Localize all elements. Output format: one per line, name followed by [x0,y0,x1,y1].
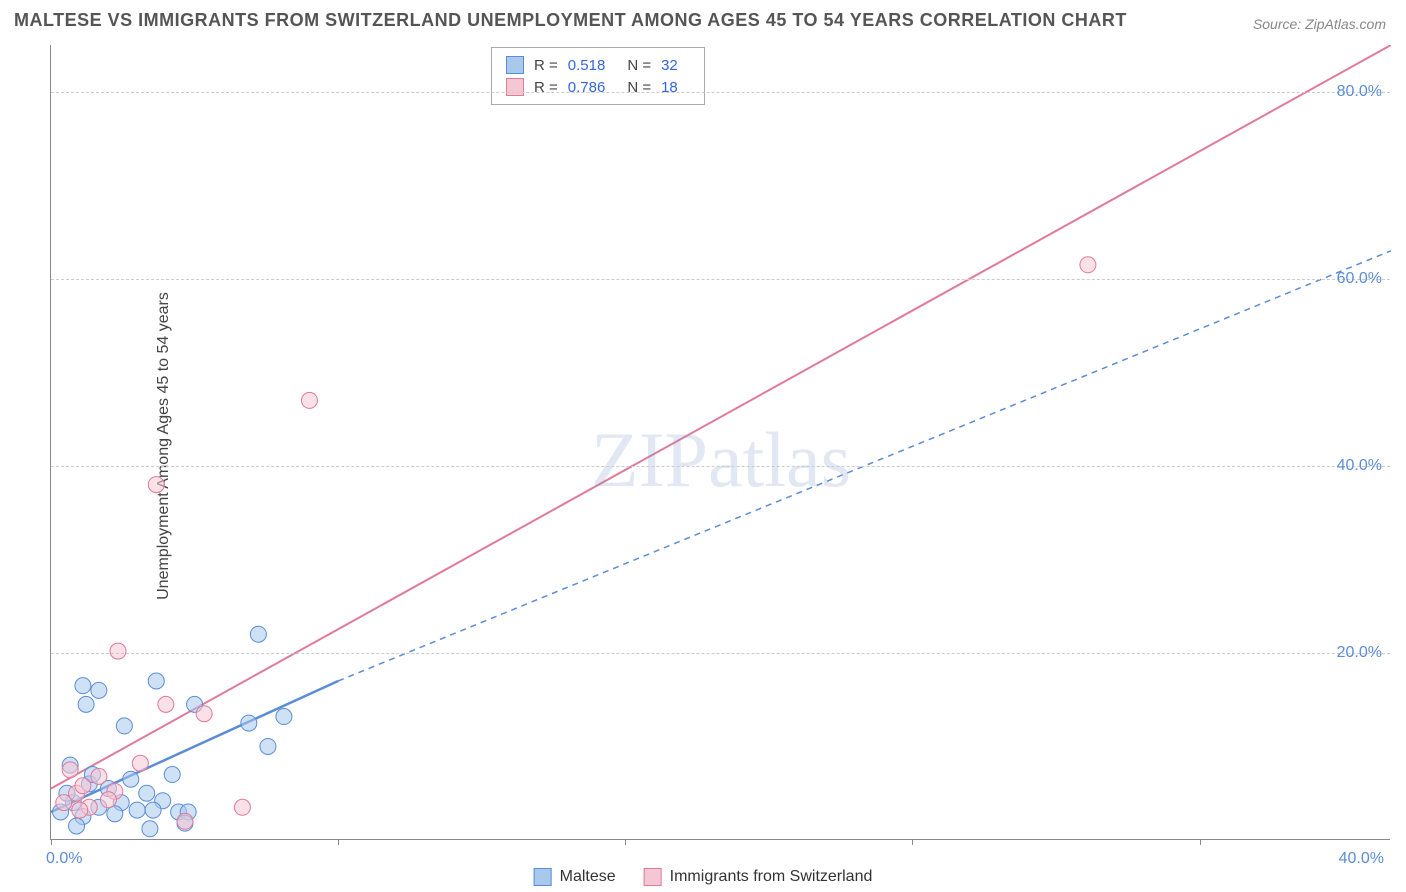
y-tick-label: 60.0% [1337,270,1382,288]
legend-item-swiss: Immigrants from Switzerland [644,868,873,886]
gridline [51,466,1390,467]
r-label: R = [534,79,558,96]
stats-row: R = 0.786 N = 18 [506,76,690,98]
x-tick-40: 40.0% [1339,850,1384,868]
x-tick-mark [912,839,913,845]
series-legend: Maltese Immigrants from Switzerland [534,868,873,886]
n-label: N = [627,79,651,96]
swatch-icon [534,868,552,886]
x-tick-mark [51,839,52,845]
x-tick-mark [338,839,339,845]
swatch-icon [506,78,524,96]
x-tick-mark [1200,839,1201,845]
y-tick-label: 80.0% [1337,83,1382,101]
chart-svg [51,45,1391,840]
n-label: N = [627,57,651,74]
y-tick-label: 20.0% [1337,644,1382,662]
source-label: Source: ZipAtlas.com [1253,16,1386,32]
r-value: 0.786 [568,79,606,96]
legend-item-maltese: Maltese [534,868,616,886]
r-value: 0.518 [568,57,606,74]
y-tick-label: 40.0% [1337,457,1382,475]
gridline [51,92,1390,93]
stats-row: R = 0.518 N = 32 [506,54,690,76]
r-label: R = [534,57,558,74]
n-value: 32 [661,57,678,74]
plot-area: R =0.518N =32R =0.786N =18 ZIPatlas 20.0… [50,45,1390,840]
x-tick-mark [625,839,626,845]
legend-label: Maltese [560,868,616,886]
n-value: 18 [661,79,678,96]
swatch-icon [506,56,524,74]
legend-label: Immigrants from Switzerland [670,868,873,886]
x-tick-0: 0.0% [46,850,82,868]
swatch-icon [644,868,662,886]
chart-title: MALTESE VS IMMIGRANTS FROM SWITZERLAND U… [14,10,1127,31]
gridline [51,279,1390,280]
stats-legend: R = 0.518 N = 32 R = 0.786 N = 18 [491,47,705,105]
gridline [51,653,1390,654]
